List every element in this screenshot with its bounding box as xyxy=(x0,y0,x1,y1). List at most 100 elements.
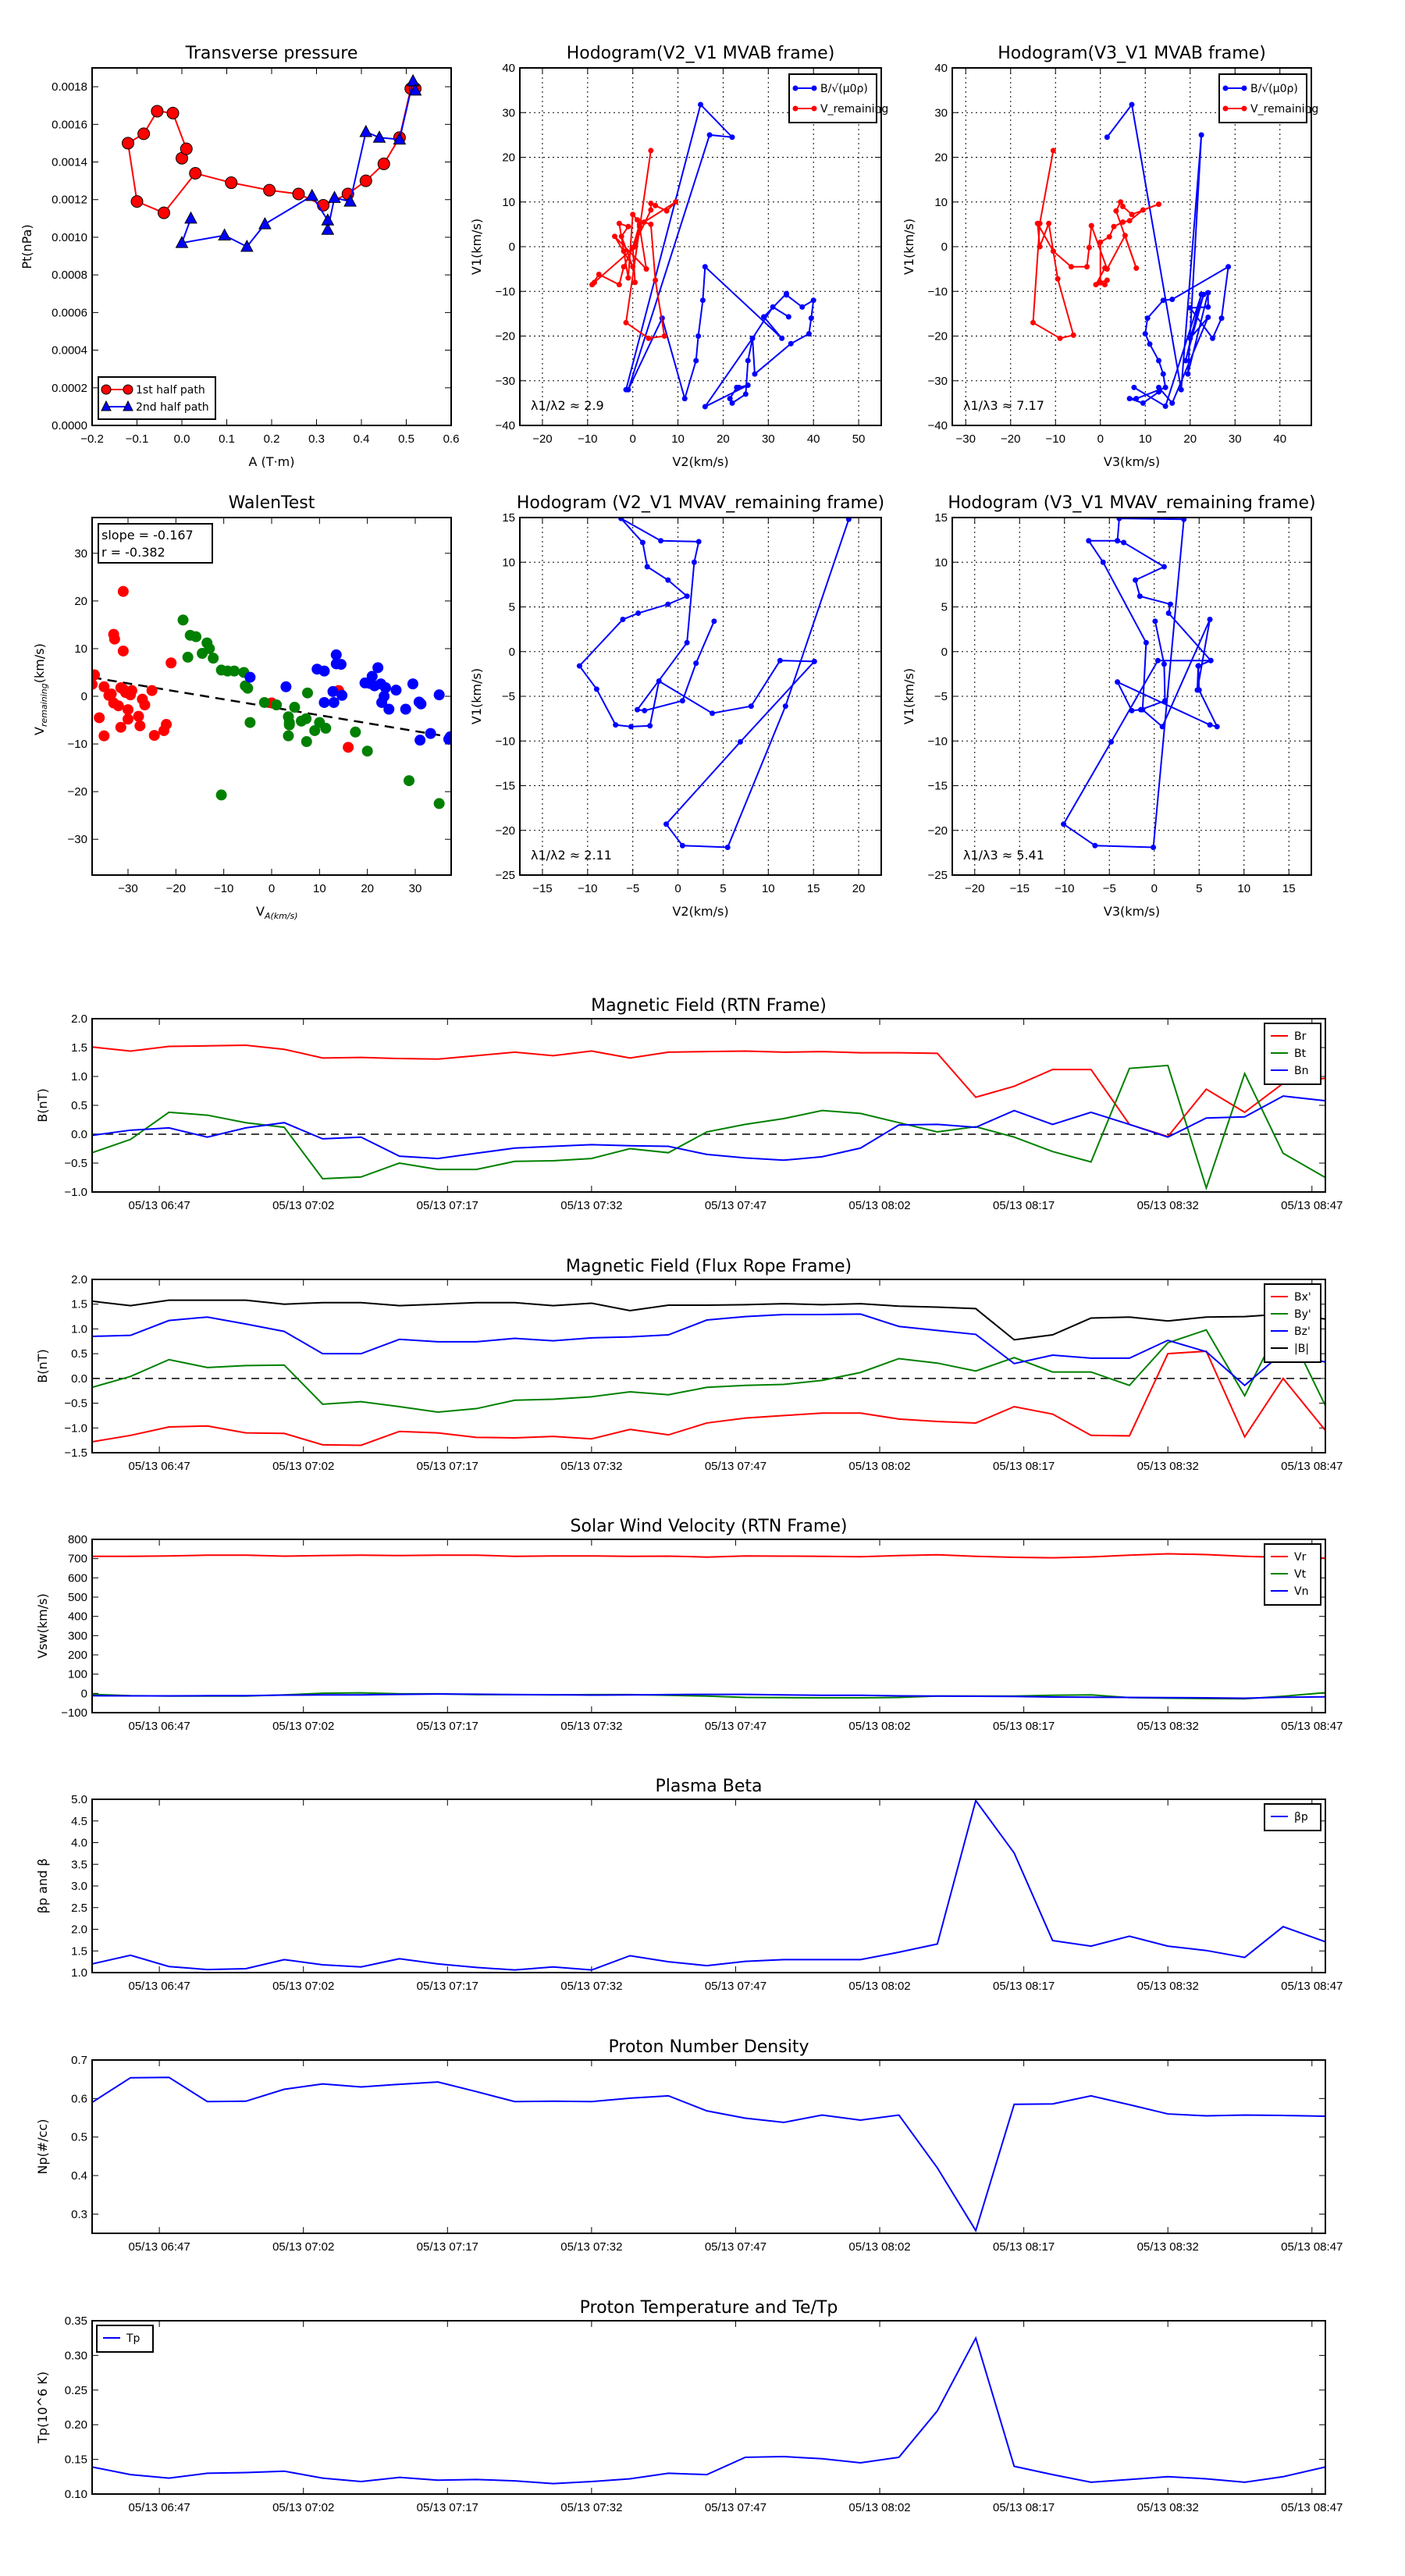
fit-line xyxy=(92,676,451,738)
data-point xyxy=(1162,698,1168,704)
y-tick-label: −20 xyxy=(68,785,87,799)
annotation-text: r = -0.382 xyxy=(101,545,165,560)
y-tick-label: 3.5 xyxy=(71,1858,87,1871)
y-tick-label: 0.0000 xyxy=(52,419,87,432)
y-tick-label: −30 xyxy=(68,833,87,846)
data-point xyxy=(621,248,627,254)
x-tick-label: 05/13 08:47 xyxy=(1281,1199,1343,1212)
y-tick-label: 500 xyxy=(68,1591,87,1604)
data-point xyxy=(361,745,373,757)
data-point xyxy=(197,648,208,660)
y-tick-label: −25 xyxy=(496,869,515,882)
y-tick-label: 30 xyxy=(74,547,87,560)
x-tick-label: −0.2 xyxy=(80,432,104,446)
data-point xyxy=(390,685,402,696)
axes-frame xyxy=(91,2320,1326,2495)
legend-marker xyxy=(123,400,133,411)
y-tick-label: 0.5 xyxy=(71,1099,87,1112)
data-point xyxy=(1086,244,1092,251)
plot-area xyxy=(1030,101,1232,409)
series-line-Br xyxy=(92,1044,1325,1138)
data-point xyxy=(302,687,313,699)
series-line-Tp xyxy=(92,2336,1325,2485)
data-point xyxy=(1195,663,1201,669)
legend-label: 1st half path xyxy=(136,384,205,397)
y-tick-label: −10 xyxy=(68,738,87,751)
axes-frame xyxy=(91,1018,1326,1193)
y-axis-label: V1(km/s) xyxy=(469,668,484,724)
data-point xyxy=(1210,335,1215,341)
data-point xyxy=(785,314,791,320)
y-tick-label: −100 xyxy=(61,1706,87,1720)
x-tick-label: 05/13 07:17 xyxy=(417,2501,478,2514)
data-point xyxy=(1050,148,1056,154)
data-point xyxy=(376,696,388,708)
data-point xyxy=(244,671,256,683)
data-point xyxy=(1113,208,1119,214)
data-point xyxy=(1097,239,1104,245)
data-point xyxy=(1162,384,1168,390)
y-tick-label: 0.30 xyxy=(65,2349,87,2362)
data-point xyxy=(225,176,238,190)
data-point xyxy=(1161,564,1167,570)
x-axis-label: VA(km/s) xyxy=(256,904,298,921)
y-tick-label: 300 xyxy=(68,1629,87,1642)
data-point xyxy=(425,728,436,739)
x-tick-label: 05/13 07:17 xyxy=(417,2240,478,2254)
data-point xyxy=(644,564,650,570)
x-tick-label: −10 xyxy=(578,432,597,446)
data-point xyxy=(229,665,240,677)
data-point xyxy=(1169,400,1176,406)
x-tick-label: 05/13 07:02 xyxy=(272,1720,334,1733)
data-point xyxy=(736,384,742,390)
data-point xyxy=(646,335,652,341)
data-point xyxy=(320,722,332,734)
data-point xyxy=(182,651,194,663)
x-tick-label: 05/13 08:17 xyxy=(993,1980,1055,1993)
data-point xyxy=(283,730,294,742)
x-tick-label: 05/13 07:02 xyxy=(272,1199,334,1212)
plot-area xyxy=(92,1553,1325,1700)
data-point xyxy=(1156,389,1161,395)
data-point xyxy=(593,686,599,692)
data-point xyxy=(745,382,751,388)
legend-label: Br xyxy=(1294,1030,1307,1043)
data-point xyxy=(1050,248,1056,254)
x-tick-label: 05/13 07:17 xyxy=(417,1199,478,1212)
data-point xyxy=(1104,277,1110,283)
x-tick-label: 05/13 08:02 xyxy=(848,2501,910,2514)
y-tick-label: −20 xyxy=(928,824,948,838)
y-tick-label: 5.0 xyxy=(71,1793,87,1806)
data-point xyxy=(806,331,812,337)
x-tick-label: 05/13 07:32 xyxy=(560,1980,622,1993)
data-point xyxy=(151,105,164,118)
legend-label: B/√(μ0ρ) xyxy=(1250,83,1298,95)
data-point xyxy=(1159,724,1165,730)
data-point xyxy=(242,682,254,694)
data-point xyxy=(625,223,631,229)
x-tick-label: −10 xyxy=(214,882,233,895)
data-point xyxy=(415,698,427,710)
x-tick-label: 05/13 07:32 xyxy=(560,2501,622,2514)
y-tick-label: −0.5 xyxy=(64,1157,87,1170)
legend-label: Vr xyxy=(1294,1551,1307,1564)
series-line-0 xyxy=(578,518,850,849)
data-point xyxy=(695,539,702,545)
data-point xyxy=(139,699,151,710)
chart-title: Hodogram(V2_V1 MVAB frame) xyxy=(567,44,835,63)
data-point xyxy=(729,134,735,141)
plot-area xyxy=(92,2076,1325,2233)
data-point xyxy=(112,700,124,712)
data-point xyxy=(737,738,743,745)
y-tick-label: −5 xyxy=(502,690,515,703)
x-tick-label: 15 xyxy=(1282,882,1296,895)
data-point xyxy=(175,236,189,248)
data-point xyxy=(1198,132,1204,138)
data-point xyxy=(1152,618,1158,624)
x-tick-label: 20 xyxy=(852,882,866,895)
data-point xyxy=(1120,219,1126,226)
data-point xyxy=(301,713,312,724)
data-point xyxy=(632,279,638,286)
x-tick-label: 5 xyxy=(1196,882,1202,895)
